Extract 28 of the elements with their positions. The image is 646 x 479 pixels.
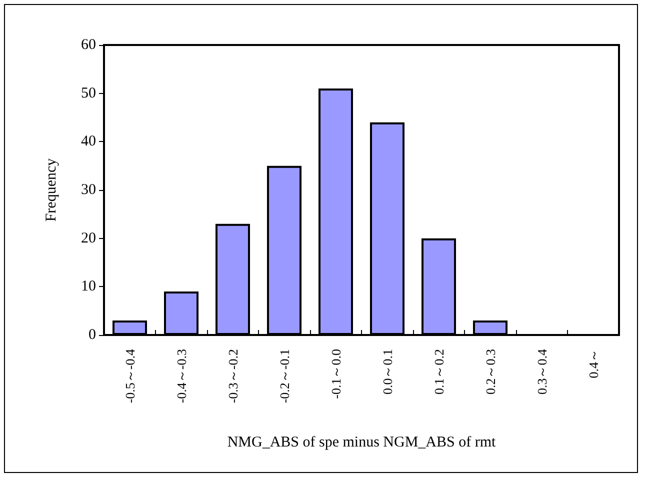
x-tick-label: -0.5～-0.4 xyxy=(122,348,138,404)
x-tick-label: -0.3～-0.2 xyxy=(225,349,240,404)
y-tick-label: 60 xyxy=(81,37,96,53)
x-tick-label: -0.4～-0.3 xyxy=(174,349,189,404)
bar xyxy=(164,292,199,335)
bar xyxy=(318,88,354,335)
x-tick-label: 0.0～0.1 xyxy=(380,349,395,394)
x-tick-label: 0.1～0.2 xyxy=(431,349,446,394)
x-tick-label: 0.2～0.3 xyxy=(482,349,498,394)
x-tick-label: 0.4～ xyxy=(586,349,601,378)
x-tick-label: -0.1～0.0 xyxy=(328,349,344,399)
y-tick-label: 40 xyxy=(81,134,96,150)
x-tick-label: 0.3～0.4 xyxy=(534,348,550,394)
bar xyxy=(370,122,405,335)
y-axis-title: Frequency xyxy=(44,158,60,222)
x-axis-title: NMG_ABS of spe minus NGM_ABS of rmt xyxy=(227,434,497,450)
figure-frame: Frequency NMG_ABS of spe minus NGM_ABS of rmt 0 10 20 30 40 50 60 -0.5～-0.4 -0.4～-0.3 -0.3～-0.2 -0.2～-0.1 -0.1～0.0 0.0～0.1 0.1～0.2 0.2～0.3 0.3～0.4 0.4～ xyxy=(4,4,638,473)
y-tick-label: 10 xyxy=(81,278,96,295)
y-tick-label: 50 xyxy=(81,85,96,102)
x-tick-label: -0.2～-0.1 xyxy=(276,349,292,404)
bar xyxy=(422,238,456,335)
bar xyxy=(473,320,508,335)
y-tick-label: 20 xyxy=(81,230,96,246)
bar xyxy=(267,166,302,335)
bar xyxy=(112,320,148,335)
y-tick-label: 0 xyxy=(88,327,96,343)
bar xyxy=(216,224,250,335)
y-tick-label: 30 xyxy=(81,182,96,198)
